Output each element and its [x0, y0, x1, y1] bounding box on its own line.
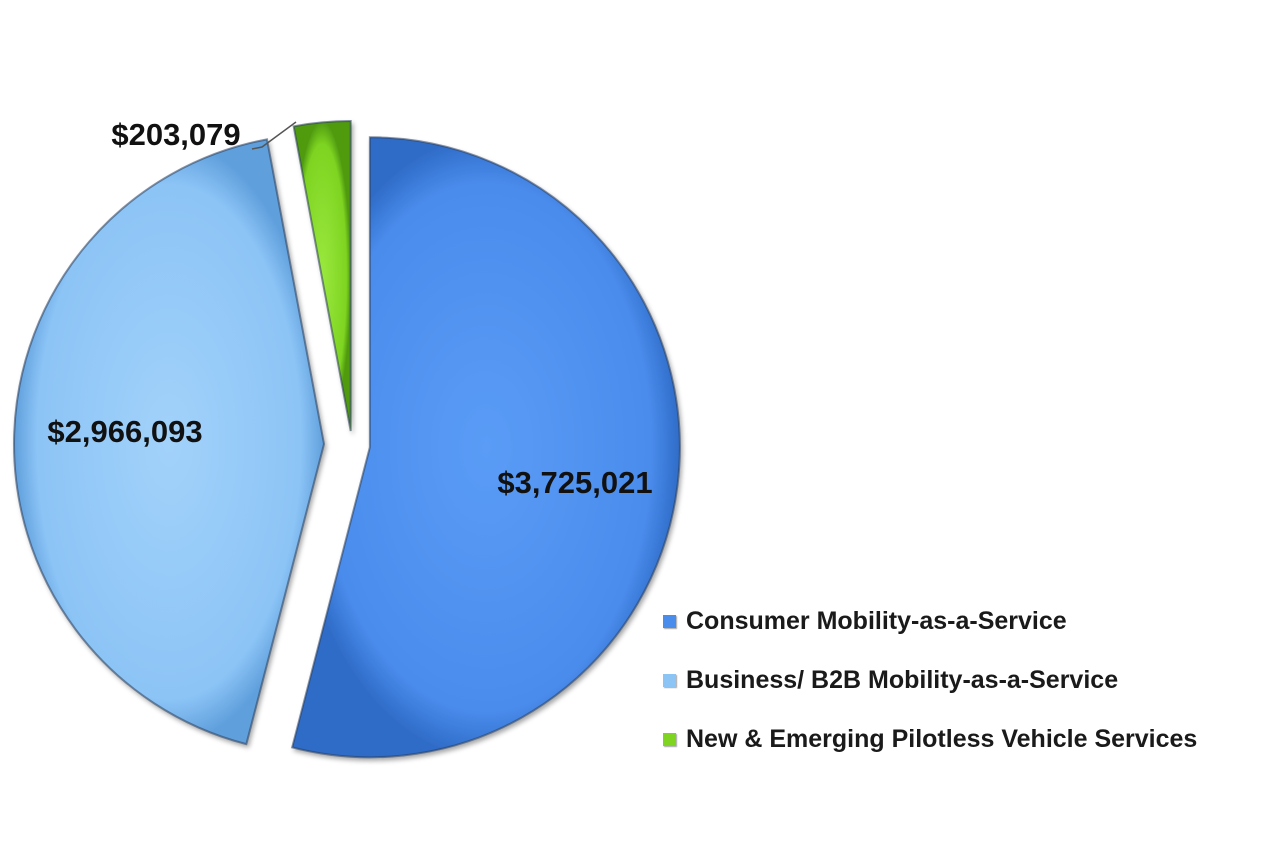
legend-swatch-business — [663, 674, 676, 687]
slice-business — [13, 138, 326, 746]
legend-label-business: Business/ B2B Mobility-as-a-Service — [686, 666, 1119, 694]
legend: Consumer Mobility-as-a-Service Business/… — [660, 592, 1275, 769]
legend-swatch-consumer — [663, 615, 676, 628]
legend-item-business: Business/ B2B Mobility-as-a-Service — [660, 651, 1275, 710]
legend-label-pilotless: New & Emerging Pilotless Vehicle Service… — [686, 725, 1198, 753]
legend-item-pilotless: New & Emerging Pilotless Vehicle Service… — [660, 710, 1275, 769]
slice-pilotless — [292, 120, 352, 432]
slice-consumer — [290, 136, 681, 759]
legend-label-consumer: Consumer Mobility-as-a-Service — [686, 607, 1067, 635]
data-label-consumer: $3,725,021 — [497, 465, 652, 500]
legend-swatch-pilotless — [663, 733, 676, 746]
data-label-business: $2,966,093 — [47, 414, 202, 449]
legend-item-consumer: Consumer Mobility-as-a-Service — [660, 592, 1275, 651]
leader-line-pilotless — [251, 121, 297, 150]
data-label-pilotless: $203,079 — [111, 117, 240, 152]
